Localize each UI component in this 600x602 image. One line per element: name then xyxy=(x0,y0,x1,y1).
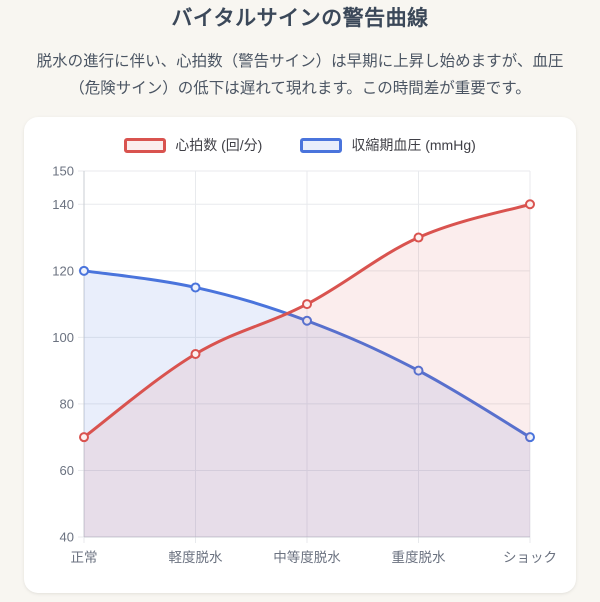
x-axis-tick-label: 正常 xyxy=(71,550,98,565)
chart-card: 心拍数 (回/分) 収縮期血圧 (mmHg) 40 60 80 100 120 140 150… xyxy=(24,117,576,594)
y-axis-tick-label: 40 xyxy=(60,530,74,545)
y-axis-tick-label: 140 xyxy=(52,197,74,212)
x-axis-tick-label: 軽度脱水 xyxy=(169,550,223,565)
legend-swatch-icon xyxy=(124,137,167,153)
legend-item-heart-rate[interactable]: 心拍数 (回/分) xyxy=(124,135,262,155)
x-axis-tick-label: 中等度脱水 xyxy=(273,549,341,565)
heart-rate-data-point[interactable] xyxy=(413,232,424,243)
y-axis-tick-label: 100 xyxy=(52,330,74,345)
heart-rate-data-point[interactable] xyxy=(525,199,535,210)
y-axis-tick-label: 150 xyxy=(52,164,74,179)
blood-pressure-data-point[interactable] xyxy=(525,432,535,443)
y-axis-tick-label: 120 xyxy=(52,264,74,279)
page-title: バイタルサインの警告曲線 xyxy=(171,7,429,30)
blood-pressure-data-point[interactable] xyxy=(302,315,312,326)
x-axis-tick-label: ショック xyxy=(503,550,557,565)
blood-pressure-data-point[interactable] xyxy=(413,365,424,376)
page-description: 脱水の進行に伴い、心拍数（警告サイン）は早期に上昇し始めますが、血圧（危険サイン… xyxy=(36,53,564,98)
blood-pressure-data-point[interactable] xyxy=(190,282,201,293)
heart-rate-data-point[interactable] xyxy=(190,349,201,360)
heart-rate-data-point[interactable] xyxy=(79,432,89,443)
heart-rate-data-point[interactable] xyxy=(302,299,312,310)
legend-item-blood-pressure[interactable]: 収縮期血圧 (mmHg) xyxy=(300,135,476,155)
chart-legend: 心拍数 (回/分) 収縮期血圧 (mmHg) xyxy=(38,135,562,155)
x-axis-tick-label: 重度脱水 xyxy=(392,550,446,565)
y-axis-tick-label: 80 xyxy=(60,397,74,412)
heart-rate-area-fill xyxy=(84,204,530,538)
y-axis-tick-label: 60 xyxy=(60,463,74,478)
legend-label: 心拍数 (回/分) xyxy=(175,137,263,154)
legend-label: 収縮期血圧 (mmHg) xyxy=(351,137,476,154)
blood-pressure-data-point[interactable] xyxy=(79,266,89,277)
legend-swatch-icon xyxy=(300,137,343,153)
vital-signs-line-chart: 40 60 80 100 120 140 150 正常 軽度脱水 中等度脱水 重度脱水 ショック xyxy=(52,164,557,566)
blood-pressure-area-fill xyxy=(84,271,530,538)
